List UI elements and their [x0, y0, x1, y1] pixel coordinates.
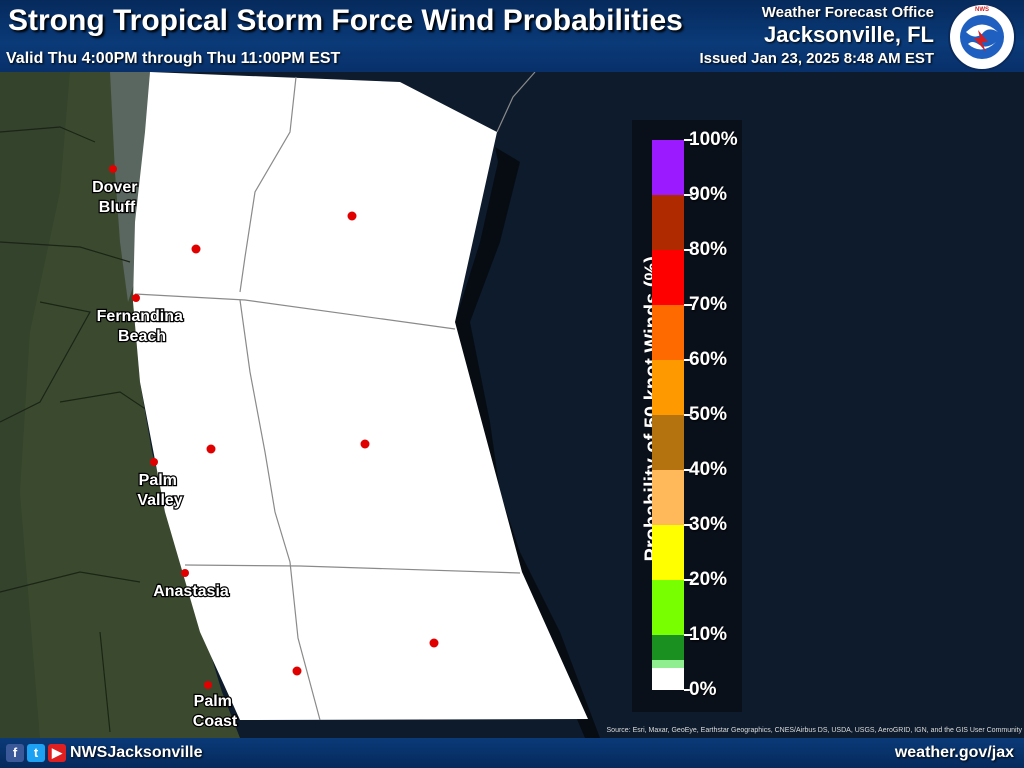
city-marker [132, 294, 140, 302]
legend-tick [684, 634, 692, 636]
social-handle[interactable]: NWSJacksonville [70, 744, 203, 761]
city-label-dover-bluff: Dover Bluff [92, 179, 142, 216]
map-source: Source: Esri, Maxar, GeoEye, Earthstar G… [606, 727, 1022, 734]
city-label-palm-coast: Palm Coast [193, 693, 238, 730]
color-swatch [652, 659, 684, 668]
city-label-fernandina-beach: Fernandina Beach [97, 308, 188, 345]
city-markers [109, 165, 212, 689]
color-swatch [652, 668, 684, 690]
issued-time: Issued Jan 23, 2025 8:48 AM EST [699, 50, 934, 67]
city-label-palm-valley: Palm Valley [137, 472, 182, 509]
color-swatch [652, 415, 684, 470]
svg-text:NWS: NWS [975, 7, 989, 13]
city-label-anastasia: Anastasia [153, 583, 229, 600]
legend-tick-label: 90% [689, 184, 728, 205]
legend-tick [684, 249, 692, 251]
color-swatch [652, 360, 684, 415]
color-swatch [652, 470, 684, 525]
legend-tick [684, 469, 692, 471]
coastal-marsh [110, 72, 150, 302]
website-link[interactable]: weather.gov/jax [894, 744, 1014, 761]
legend-tick-label: 100% [689, 129, 738, 150]
youtube-icon[interactable]: ▶ [48, 744, 66, 762]
legend-tick [684, 414, 692, 416]
color-swatch [652, 305, 684, 360]
zone-marker [347, 211, 357, 221]
forecast-zones[interactable] [133, 72, 588, 720]
forecast-map[interactable]: Dover Bluff Fernandina Beach Palm Valley… [0, 72, 1024, 738]
legend-tick [684, 194, 692, 196]
page-title: Strong Tropical Storm Force Wind Probabi… [8, 4, 683, 37]
color-swatch [652, 635, 684, 660]
zone-marker [360, 439, 370, 449]
social-links: f t ▶ [6, 744, 66, 762]
legend-tick-label: 50% [689, 404, 728, 425]
legend-tick-label: 0% [689, 679, 717, 700]
color-swatch [652, 580, 684, 635]
legend-tick [684, 139, 692, 141]
color-swatch [652, 250, 684, 305]
land-area [0, 72, 240, 738]
zone-boundaries [134, 72, 536, 721]
county-boundaries [0, 126, 151, 733]
legend-tick-label: 40% [689, 459, 728, 480]
header-bar: Strong Tropical Storm Force Wind Probabi… [0, 0, 1024, 72]
zone-markers [191, 211, 439, 676]
color-swatch [652, 525, 684, 580]
legend-tick [684, 689, 692, 691]
valid-period: Valid Thu 4:00PM through Thu 11:00PM EST [6, 50, 341, 67]
city-marker [150, 458, 158, 466]
office-label: Weather Forecast Office [761, 4, 934, 21]
legend-tick [684, 304, 692, 306]
color-swatch [652, 140, 684, 195]
zone-marker [429, 638, 439, 648]
legend-tick-label: 80% [689, 239, 728, 260]
zone-marker [292, 666, 302, 676]
probability-legend: Probability of 50 knot Winds (%) 100%90%… [632, 120, 742, 712]
footer-bar: f t ▶ NWSJacksonville weather.gov/jax [0, 738, 1024, 768]
city-marker [204, 681, 212, 689]
zone-marker [191, 244, 201, 254]
facebook-icon[interactable]: f [6, 744, 24, 762]
office-name: Jacksonville, FL [764, 22, 934, 47]
legend-tick [684, 579, 692, 581]
legend-tick-label: 30% [689, 514, 728, 535]
legend-tick-label: 60% [689, 349, 728, 370]
color-swatch [652, 195, 684, 250]
legend-tick-label: 70% [689, 294, 728, 315]
legend-tick [684, 524, 692, 526]
nws-logo-icon[interactable]: NWS [944, 2, 1020, 72]
city-marker [181, 569, 189, 577]
twitter-icon[interactable]: t [27, 744, 45, 762]
city-marker [109, 165, 117, 173]
zone-marker [206, 444, 216, 454]
legend-tick [684, 359, 692, 361]
legend-tick-label: 20% [689, 569, 728, 590]
land-shade [0, 72, 70, 738]
legend-tick-label: 10% [689, 624, 728, 645]
